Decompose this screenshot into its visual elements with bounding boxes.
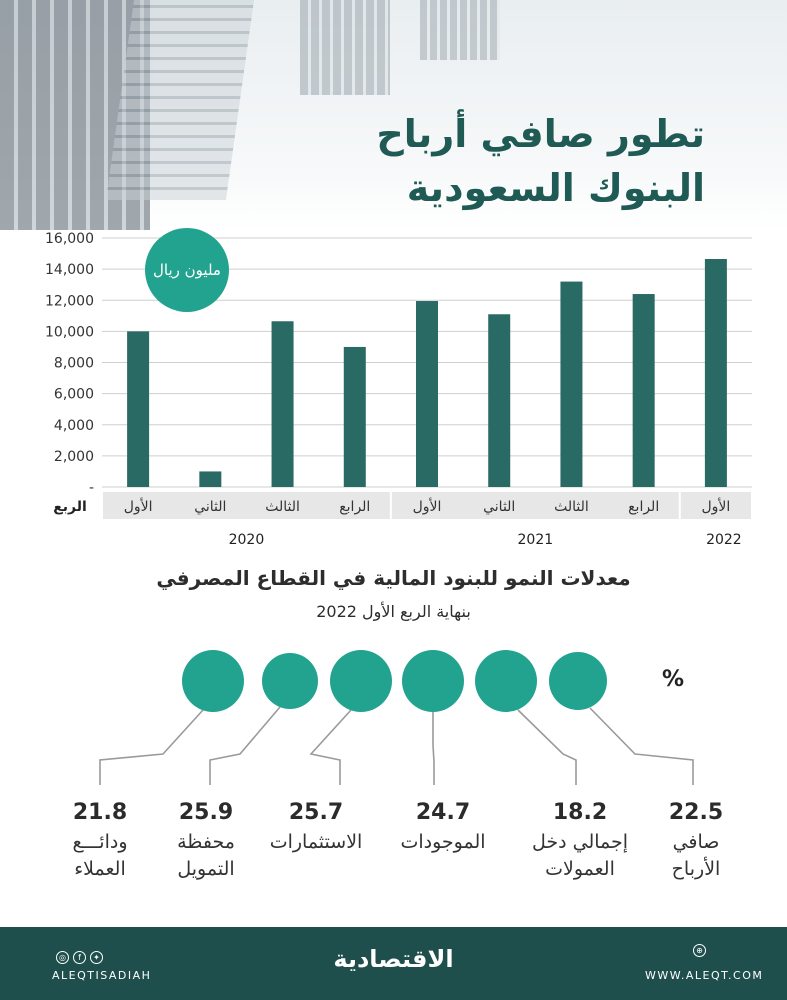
year-label: 2021 xyxy=(518,532,554,548)
connector-line xyxy=(432,710,435,785)
quarter-band xyxy=(680,492,751,519)
x-axis-label: الربع xyxy=(53,499,87,515)
facebook-icon[interactable]: f xyxy=(73,951,86,964)
growth-item-financing: 25.9 محفظة التمويل xyxy=(146,800,266,883)
x-tick-label: الثالث xyxy=(554,499,589,515)
growth-circle xyxy=(402,650,464,712)
bar xyxy=(560,281,583,487)
growth-label-line1: صافي xyxy=(672,831,720,853)
year-label: 2020 xyxy=(229,532,265,548)
footer-bar: ◎ f ✦ ALEQTISADIAH الاقتصادية ⊕ WWW.ALEQT.… xyxy=(0,927,787,1000)
bar xyxy=(488,314,511,487)
growth-label: إجمالي دخل العمولات xyxy=(520,829,640,883)
instagram-icon[interactable]: ◎ xyxy=(56,951,69,964)
twitter-icon[interactable]: ✦ xyxy=(90,951,103,964)
bar xyxy=(416,301,438,487)
growth-label-line1: الموجودات xyxy=(400,831,486,853)
year-label: 2022 xyxy=(706,532,742,548)
bar xyxy=(271,321,294,487)
growth-label: ودائـــع العملاء xyxy=(40,829,160,883)
x-tick-label: الأول xyxy=(413,497,442,515)
growth-circle xyxy=(475,650,537,712)
growth-title: معدلات النمو للبنود المالية في القطاع ال… xyxy=(156,566,631,590)
x-tick-label: الرابع xyxy=(628,499,659,515)
growth-circle xyxy=(549,652,607,710)
x-tick-label: الثاني xyxy=(194,499,226,515)
y-tick-label: 12,000 xyxy=(45,293,94,309)
unit-badge xyxy=(145,228,229,312)
bar xyxy=(632,294,655,487)
page-title-line1: تطور صافي أرباح xyxy=(376,112,705,156)
growth-label: صافي الأرباح xyxy=(636,829,756,883)
net-profit-bar-chart: 16,000 14,000 12,000 10,000 8,000 6,000 4,000 2… xyxy=(45,228,752,548)
bar xyxy=(199,471,222,487)
growth-item-net-profit: 22.5 صافي الأرباح xyxy=(636,800,756,883)
social-icons: ◎ f ✦ xyxy=(56,945,107,964)
percent-sign: % xyxy=(662,667,685,692)
x-tick-label: الثاني xyxy=(483,499,515,515)
x-tick-label: الأول xyxy=(701,497,730,515)
growth-label-line1: محفظة xyxy=(177,831,235,853)
globe-icon: ⊕ xyxy=(693,944,706,957)
growth-label-line1: ودائـــع xyxy=(72,831,128,853)
growth-label-line1: الاستثمارات xyxy=(269,831,363,853)
growth-item-assets: 24.7 الموجودات xyxy=(383,800,503,856)
y-tick-label: 16,000 xyxy=(45,231,94,247)
growth-value: 18.2 xyxy=(552,800,608,825)
growth-label: محفظة التمويل xyxy=(146,829,266,883)
bar xyxy=(127,331,150,487)
growth-label: الموجودات xyxy=(383,829,503,856)
x-tick-label: الرابع xyxy=(339,499,370,515)
growth-label: الاستثمارات xyxy=(256,829,376,856)
growth-value: 25.9 xyxy=(178,800,234,825)
y-tick-label: 2,000 xyxy=(54,449,94,465)
connector-line xyxy=(99,709,204,785)
hero-background xyxy=(0,0,787,230)
growth-item-investments: 25.7 الاستثمارات xyxy=(256,800,376,856)
brand-logo: الاقتصادية xyxy=(333,945,454,973)
connector-line xyxy=(209,706,281,785)
growth-label-line2: العمولات xyxy=(545,858,615,880)
growth-value: 22.5 xyxy=(668,800,724,825)
building-graphic xyxy=(420,0,500,60)
y-tick-label: 8,000 xyxy=(54,356,94,372)
growth-label-line2: الأرباح xyxy=(671,858,721,880)
connector-line xyxy=(309,709,352,785)
bar xyxy=(343,346,366,487)
growth-label-line2: العملاء xyxy=(74,858,126,880)
growth-label-line2: التمويل xyxy=(177,858,235,880)
x-tick-label: الأول xyxy=(124,497,153,515)
x-tick-label: الثالث xyxy=(265,499,300,515)
social-handle[interactable]: ALEQTISADIAH xyxy=(52,969,152,982)
quarter-band xyxy=(391,492,679,519)
growth-connector-diagram xyxy=(99,650,694,785)
y-tick-label: - xyxy=(89,480,94,496)
growth-subtitle: بنهاية الربع الأول 2022 xyxy=(316,602,471,621)
growth-value: 21.8 xyxy=(72,800,128,825)
growth-circle xyxy=(330,650,392,712)
building-graphic xyxy=(300,0,390,95)
unit-label: مليون ريال xyxy=(153,261,221,279)
y-tick-label: 10,000 xyxy=(45,324,94,340)
y-tick-label: 14,000 xyxy=(45,262,94,278)
growth-value: 25.7 xyxy=(288,800,344,825)
growth-circle xyxy=(262,653,318,709)
connector-line xyxy=(517,709,577,785)
connector-line xyxy=(589,707,694,785)
quarter-band xyxy=(103,492,390,519)
growth-item-commission-income: 18.2 إجمالي دخل العمولات xyxy=(520,800,640,883)
y-tick-label: 4,000 xyxy=(54,418,94,434)
y-tick-label: 6,000 xyxy=(54,387,94,403)
page-title-line2: البنوك السعودية xyxy=(406,166,705,210)
growth-circle xyxy=(182,650,244,712)
bar xyxy=(704,259,727,487)
growth-value: 24.7 xyxy=(415,800,471,825)
growth-item-deposits: 21.8 ودائـــع العملاء xyxy=(40,800,160,883)
growth-label-line1: إجمالي دخل xyxy=(531,831,629,853)
website-link[interactable]: WWW.ALEQT.COM xyxy=(645,969,764,982)
